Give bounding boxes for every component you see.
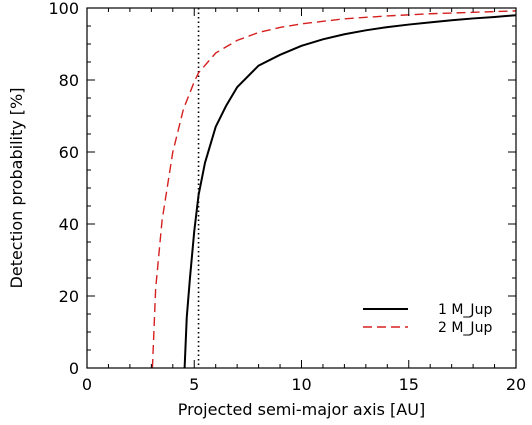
y-tick-label: 80	[59, 71, 79, 90]
x-axis-label: Projected semi-major axis [AU]	[178, 400, 425, 419]
y-tick-label: 60	[59, 143, 79, 162]
y-tick-label: 40	[59, 215, 79, 234]
legend-label-2: 2 M_Jup	[438, 320, 492, 336]
series-line-2	[151, 10, 517, 369]
y-tick-label: 0	[69, 359, 79, 378]
series-line-1	[183, 14, 517, 369]
x-tick-label: 15	[399, 375, 419, 394]
y-axis-label: Detection probability [%]	[7, 88, 26, 289]
x-tick-label: 5	[189, 375, 199, 394]
y-tick-label: 20	[59, 287, 79, 306]
legend: 1 M_Jup 2 M_Jup	[363, 302, 492, 336]
axes: 0 5 10 15 20 0 20 40 60 80 100	[48, 0, 526, 394]
x-tick-label: 10	[291, 375, 311, 394]
plot-area	[151, 8, 517, 369]
y-tick-label: 100	[48, 0, 79, 18]
legend-label-1: 1 M_Jup	[438, 302, 492, 318]
x-tick-label: 0	[82, 375, 92, 394]
x-tick-label: 20	[506, 375, 526, 394]
